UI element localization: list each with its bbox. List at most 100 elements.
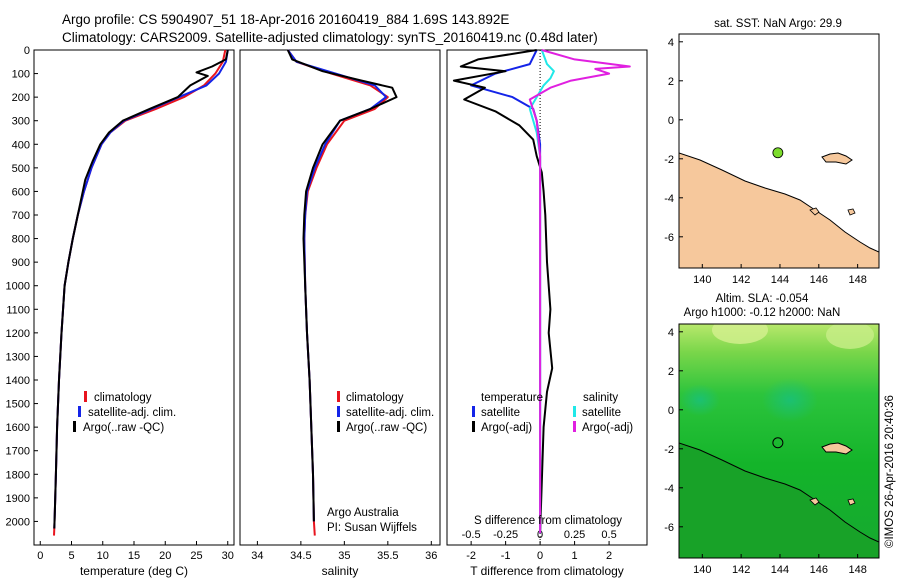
depth-tick-label: 1500 (6, 399, 30, 411)
depth-tick-label: 200 (12, 92, 30, 104)
depth-tick-label: 400 (12, 139, 30, 151)
x-tick-label: 25 (190, 550, 202, 562)
depth-tick-label: 300 (12, 116, 30, 128)
map-x-tick-label: 144 (771, 564, 789, 576)
sla-field (679, 324, 879, 558)
sst-map-axes: 140 142 144 146 148 4 2 0 -2 -4 -6 (664, 37, 867, 286)
x-tick-label: 5 (68, 550, 74, 562)
sla-map-islet (847, 498, 856, 506)
depth-tick-label: 600 (12, 186, 30, 198)
sla-map-coastline (679, 442, 879, 558)
sla-map-title-line2: Argo h1000: -0.12 h2000: NaN (684, 307, 841, 319)
difference-panel: -2 -1 0 1 2 -0.5 -0.25 0 0.25 0.5 T difference fr… (446, 49, 648, 578)
legend-label-argo: Argo(..raw -QC) (83, 422, 164, 434)
legend-title-salinity: salinity (583, 392, 618, 404)
sst-map: sat. SST: NaN Argo: 29.9 140 142 144 146 148… (664, 18, 880, 286)
difference-profiles (452, 49, 631, 534)
temperature-legend: climatology satellite-adj. clim. Argo(..… (73, 391, 176, 434)
x-tick-label: 0 (537, 550, 543, 562)
legend-label-s-argo: Argo(-adj) (582, 422, 633, 434)
sst-map-land (679, 152, 879, 268)
map-y-tick-label: -4 (664, 193, 674, 205)
x-tick-label: 34 (251, 550, 263, 562)
legend-swatch-climatology (337, 391, 340, 402)
series-line-argo-raw-qc (286, 49, 398, 522)
difference-legend: temperature salinity satellite Argo(-adj… (472, 392, 633, 434)
x-tick-label: 20 (159, 550, 171, 562)
sla-map-title-line1: Altim. SLA: -0.054 (716, 293, 809, 305)
x-tick-label: 1 (572, 550, 578, 562)
depth-axis: 0 100 200 300 400 500 600 700 800 900 1000 1100 1200… (6, 45, 450, 528)
temperature-xlabel: temperature (deg C) (80, 564, 188, 578)
sst-map-coastline (679, 152, 879, 268)
map-x-tick-label: 148 (848, 564, 866, 576)
map-x-tick-label: 146 (810, 564, 828, 576)
figure-title-line1: Argo profile: CS 5904907_51 18-Apr-2016 … (62, 12, 509, 27)
map-y-tick-label: 2 (668, 76, 674, 88)
sla-high-patch (826, 324, 874, 349)
temperature-panel: 0100200300400500600700800900100011001200… (6, 45, 450, 578)
map-y-tick-label: 4 (668, 37, 674, 49)
legend-label-satellite: satellite-adj. clim. (88, 407, 176, 419)
sla-map-island (821, 442, 853, 455)
depth-tick-label: 1900 (6, 493, 30, 505)
x-tick-label: 2 (606, 550, 612, 562)
s-tick-label: 0.25 (564, 529, 585, 541)
s-tick-label: 0 (537, 529, 543, 541)
sla-map-islet (809, 497, 820, 506)
x-tick-label: -2 (466, 550, 476, 562)
pi-annotation: PI: Susan Wijffels (327, 522, 417, 534)
x-tick-label: 35.5 (377, 550, 398, 562)
sla-map: Altim. SLA: -0.054 Argo h1000: -0.12 h20… (664, 293, 880, 576)
legend-label-argo: Argo(..raw -QC) (346, 422, 427, 434)
depth-tick-label: 1100 (6, 304, 30, 316)
depth-tick-label: 500 (12, 163, 30, 175)
argo-float-marker (772, 437, 784, 449)
map-x-tick-label: 142 (732, 564, 750, 576)
x-tick-label: -1 (501, 550, 511, 562)
x-tick-label: 34.5 (290, 550, 311, 562)
depth-tick-label: 700 (12, 210, 30, 222)
s-tick-label: 0.5 (601, 529, 616, 541)
salinity-legend: climatology satellite-adj. clim. Argo(..… (337, 391, 434, 434)
map-x-tick-label: 140 (693, 564, 711, 576)
legend-swatch-satellite (337, 406, 340, 417)
depth-tick-label: 1800 (6, 469, 30, 481)
legend-label-climatology: climatology (94, 392, 152, 404)
legend-swatch-argo (73, 421, 76, 432)
sst-map-title: sat. SST: NaN Argo: 29.9 (714, 18, 842, 30)
temperature-axes-frame (33, 49, 235, 546)
map-y-tick-label: 4 (668, 327, 674, 339)
x-tick-label: 0 (37, 550, 43, 562)
x-tick-label: 36 (425, 550, 437, 562)
x-tick-label: 15 (128, 550, 140, 562)
sst-map-islet (809, 207, 820, 216)
salinity-profiles (286, 49, 398, 536)
x-tick-label: 30 (222, 550, 234, 562)
temperature-x-axis: 0 5 10 15 20 25 30 (37, 541, 234, 562)
sla-low-patch (680, 384, 720, 416)
depth-tick-label: 0 (24, 45, 30, 57)
sst-map-island (821, 152, 853, 165)
x-tick-label: 10 (97, 550, 109, 562)
depth-tick-label: 1700 (6, 446, 30, 458)
map-x-tick-label: 146 (810, 274, 828, 286)
map-y-tick-label: 0 (668, 405, 674, 417)
depth-tick-label: 1400 (6, 375, 30, 387)
legend-swatch-s-argo (573, 421, 576, 432)
map-y-tick-label: -6 (664, 522, 674, 534)
depth-tick-label: 1300 (6, 351, 30, 363)
legend-label-climatology: climatology (346, 392, 404, 404)
s-tick-label: -0.5 (462, 529, 481, 541)
depth-tick-label: 1200 (6, 328, 30, 340)
t-diff-xlabel: T difference from climatology (470, 564, 624, 578)
institution-annotation: Argo Australia (327, 507, 399, 519)
sst-map-islet (847, 208, 856, 216)
legend-swatch-argo (337, 421, 340, 432)
map-y-tick-label: -2 (664, 444, 674, 456)
difference-axes-frame (446, 49, 648, 546)
depth-tick-label: 900 (12, 257, 30, 269)
legend-swatch-climatology (84, 391, 87, 402)
depth-tick-label: 1600 (6, 422, 30, 434)
